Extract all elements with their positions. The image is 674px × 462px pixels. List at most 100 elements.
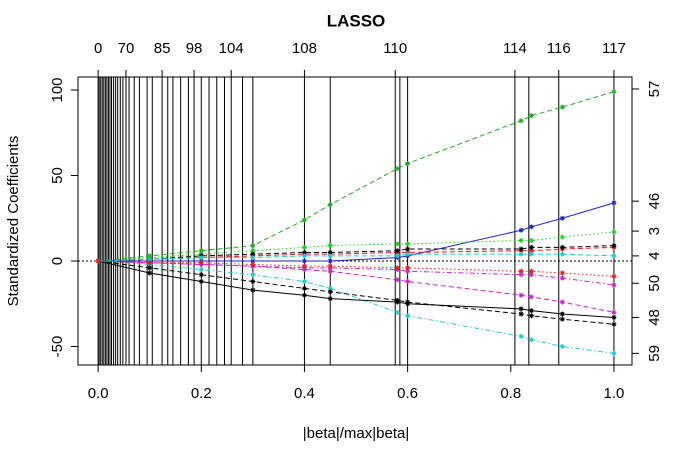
top-tick-label: 104 [219,40,244,57]
point-marker [518,311,524,317]
top-tick-label: 85 [154,40,171,57]
point-marker [198,260,204,266]
top-tick-label: 114 [503,40,527,57]
point-marker [518,306,524,312]
point-marker [301,244,307,250]
point-marker [528,248,534,254]
point-marker [327,243,333,249]
point-marker [405,265,411,271]
top-tick-label: 70 [118,40,135,57]
coefficient-path [98,260,614,318]
point-marker [405,313,411,319]
point-marker [528,308,534,314]
point-marker [250,279,256,285]
point-marker [327,202,333,208]
coefficient-path [98,260,615,286]
point-marker [559,299,565,305]
point-marker [394,241,400,247]
y-axis-label: Standardized Coefficients [5,136,22,307]
point-marker [528,113,534,119]
point-marker [611,229,617,235]
point-marker [147,256,153,262]
point-marker [301,292,307,298]
right-tick-label: 46 [646,193,663,210]
point-marker [611,309,617,315]
top-tick-label: 116 [547,40,571,57]
x-tick-label: 0.2 [191,385,212,402]
point-marker [528,251,534,257]
chart-title: LASSO [327,11,386,30]
point-marker [327,253,333,259]
point-marker [250,258,256,264]
point-marker [147,270,153,276]
coefficient-path [98,91,615,262]
coefficient-path [98,245,614,262]
point-marker [394,309,400,315]
right-tick-label: 3 [646,227,663,235]
point-marker [301,263,307,269]
point-marker [198,272,204,278]
top-tick-label: 110 [383,40,407,57]
point-marker [528,244,534,250]
top-tick-label: 108 [292,40,317,57]
point-marker [518,227,524,233]
point-marker [301,217,307,223]
coefficient-path [98,202,615,262]
point-marker [518,118,524,124]
point-marker [147,260,153,266]
point-marker [611,314,617,320]
point-marker [528,337,534,343]
y-tick-label: 0 [49,257,66,265]
right-tick-label: 50 [646,275,663,292]
x-axis-label: |beta|/max|beta| [303,425,409,442]
point-marker [327,258,333,264]
point-marker [559,316,565,322]
right-tick-label: 59 [646,345,663,362]
point-marker [301,249,307,255]
point-marker [301,253,307,259]
point-marker [518,333,524,339]
point-marker [327,263,333,269]
point-marker [611,350,617,356]
point-marker [301,258,307,264]
y-tick-label: 100 [49,77,66,102]
point-marker [405,246,411,252]
right-tick-label: 4 [646,252,663,260]
point-marker [405,161,411,167]
point-marker [611,243,617,249]
x-tick-label: 0.4 [294,385,315,402]
right-tick-label: 48 [646,309,663,326]
point-marker [198,248,204,254]
point-marker [301,285,307,291]
point-marker [559,275,565,281]
point-marker [301,279,307,285]
point-marker [394,265,400,271]
point-marker [518,268,524,274]
coefficient-path [98,260,615,313]
point-marker [611,282,617,288]
plot-frame [77,76,633,366]
point-marker [559,270,565,276]
top-tick-label: 0 [94,40,102,57]
point-marker [147,265,153,271]
point-marker [611,200,617,206]
point-marker [528,237,534,243]
point-marker [405,299,411,305]
point-marker [559,344,565,350]
point-marker [405,279,411,285]
x-tick-label: 0.0 [88,385,109,402]
right-tick-label: 57 [646,81,663,98]
point-marker [518,292,524,298]
point-marker [528,268,534,274]
point-marker [250,287,256,293]
point-marker [327,249,333,255]
point-marker [559,244,565,250]
point-marker [250,248,256,254]
point-marker [611,321,617,327]
point-marker [559,251,565,257]
point-marker [250,272,256,278]
point-marker [611,273,617,279]
point-marker [250,255,256,261]
point-marker [394,277,400,283]
